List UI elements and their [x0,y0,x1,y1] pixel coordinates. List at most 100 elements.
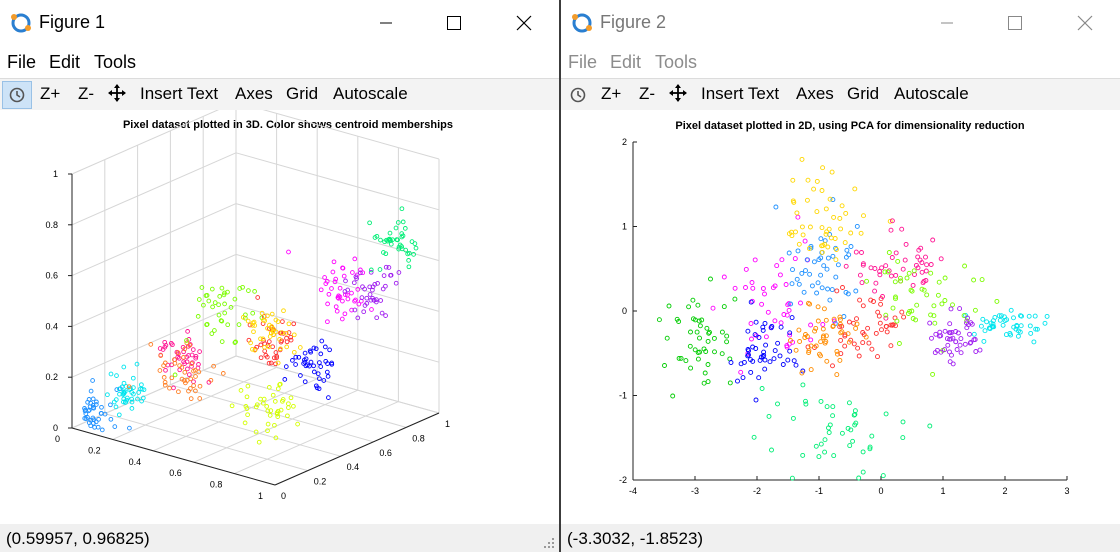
scatter-point [360,284,365,290]
zoom-out-button[interactable]: Z- [78,84,95,103]
menu-tools[interactable]: Tools [655,52,698,72]
scatter-point [908,287,914,293]
scatter-point [799,270,805,276]
scatter-point [315,371,321,377]
scatter-point [935,292,941,298]
scatter-point [182,346,188,352]
scatter-point [848,230,854,236]
rotate-tool-button[interactable] [563,81,593,109]
scatter-point [108,402,113,408]
figure-2-plot-area[interactable]: Pixel dataset plotted in 2D, using PCA f… [561,110,1120,522]
scatter-point [808,337,814,343]
title-bar[interactable]: Figure 1 [0,0,559,46]
close-button[interactable] [504,6,544,40]
scatter-point [219,339,225,344]
scatter-point [769,323,775,329]
scatter-point [992,314,998,320]
menu-edit[interactable]: Edit [49,52,81,72]
scatter-point [745,347,751,352]
zoom-in-button[interactable]: Z+ [40,84,61,103]
pan-button[interactable] [107,83,127,108]
scatter-point [395,237,400,243]
zoom-out-button[interactable]: Z- [639,84,656,103]
menu-file[interactable]: File [7,52,37,72]
scatter-point [329,360,335,366]
scatter-point [87,407,92,413]
scatter-point [886,268,892,274]
scatter-point [899,226,905,232]
scatter-point [252,347,258,353]
scatter-point [395,220,401,225]
pan-icon [669,84,687,102]
grid-button[interactable]: Grid [847,84,880,103]
scatter-point [859,250,864,255]
scatter-point [751,434,757,440]
autoscale-button[interactable]: Autoscale [894,84,969,103]
scatter-point [843,210,849,216]
close-button[interactable] [1065,6,1105,40]
scatter-point [1031,339,1037,345]
scatter-point [187,342,193,348]
rotate-tool-button[interactable] [2,81,32,109]
scatter-point [381,273,387,278]
scatter-point [317,360,322,365]
scatter-point [759,301,765,307]
scatter-2d-chart[interactable]: Pixel dataset plotted in 2D, using PCA f… [561,110,1120,522]
scatter-point [865,325,871,331]
scatter-point [127,425,132,431]
scatter-point [701,380,707,386]
axes-button[interactable]: Axes [235,84,273,103]
scatter-point [875,354,880,360]
maximize-button[interactable] [995,6,1035,40]
menu-file[interactable]: File [568,52,598,72]
scatter-point [377,267,383,272]
scatter-point [842,343,848,349]
insert-text-button[interactable]: Insert Text [140,84,219,103]
scatter-point [860,469,866,475]
scatter-point [1018,323,1024,329]
insert-text-button[interactable]: Insert Text [701,84,780,103]
scatter-point [108,371,114,377]
scatter-point [847,443,853,449]
scatter-point [830,197,836,203]
scatter-point [889,218,895,224]
pan-button[interactable] [668,83,688,108]
scatter-point [971,331,977,337]
scatter-point [318,287,324,293]
scatter-point [379,310,385,316]
scatter-point [821,263,827,269]
scatter-point [843,254,849,260]
scatter-point [1015,333,1021,339]
scatter-point [900,266,906,272]
scatter-point [1014,323,1020,328]
scatter-point [113,404,119,410]
x-tick-label: -1 [815,486,823,496]
scatter-point [82,416,88,421]
scatter-point [871,299,876,304]
axes-button[interactable]: Axes [796,84,834,103]
minimize-button[interactable] [366,6,406,40]
menu-edit[interactable]: Edit [610,52,642,72]
resize-grip-icon[interactable] [543,537,555,549]
scatter-point [171,385,176,391]
autoscale-button[interactable]: Autoscale [333,84,408,103]
scatter-point [656,317,662,323]
scatter-point [785,302,791,308]
scatter-point [212,300,218,305]
scatter-point [803,268,808,274]
maximize-button[interactable] [434,6,474,40]
scatter-point [334,308,340,314]
minimize-button[interactable] [927,6,967,40]
title-bar[interactable]: Figure 2 [561,0,1120,46]
zoom-in-button[interactable]: Z+ [601,84,622,103]
figure-1-plot-area[interactable]: Pixel dataset plotted in 3D. Color shows… [0,101,559,522]
scatter-point [232,340,238,345]
scatter-point [857,272,863,278]
scatter-point [114,373,119,378]
scatter-point [830,404,836,410]
grid-button[interactable]: Grid [286,84,319,103]
scatter-point [826,430,832,435]
window-title: Figure 2 [600,12,667,32]
scatter-3d-chart[interactable]: Pixel dataset plotted in 3D. Color shows… [0,101,559,522]
menu-tools[interactable]: Tools [94,52,137,72]
